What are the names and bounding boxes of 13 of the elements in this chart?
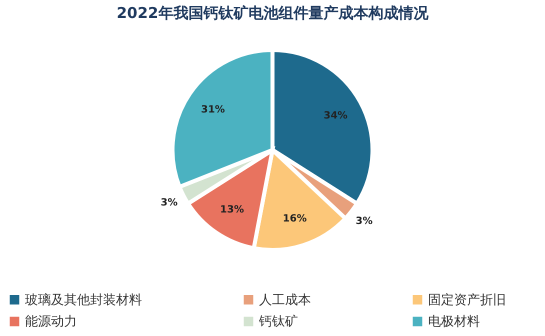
data-label: 3%: [356, 216, 373, 228]
data-label: 34%: [324, 110, 348, 122]
legend-label: 固定资产折旧: [428, 292, 506, 308]
data-label: 31%: [200, 104, 225, 116]
legend-label: 能源动力: [25, 314, 77, 330]
data-label: 3%: [160, 198, 178, 209]
chart-title: 2022年我国钙钛矿电池组件量产成本构成情况: [116, 4, 430, 22]
legend-label: 电极材料: [428, 314, 480, 330]
legend-label: 人工成本: [259, 292, 311, 308]
legend-label: 玻璃及其他封装材料: [25, 292, 142, 308]
data-label: 16%: [282, 213, 307, 224]
legend-label: 钙钛矿: [258, 314, 298, 330]
data-label: 13%: [220, 204, 244, 216]
